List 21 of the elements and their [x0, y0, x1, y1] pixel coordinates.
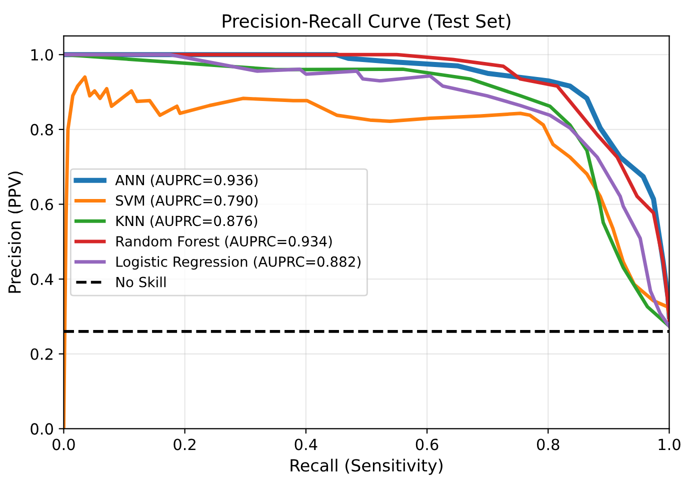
legend-label: No Skill [116, 276, 166, 288]
x-tick-label: 0.6 [416, 438, 438, 450]
legend-label: Random Forest (AUPRC=0.934) [116, 236, 332, 248]
legend-label: Logistic Regression (AUPRC=0.882) [116, 256, 360, 270]
legend-label: ANN (AUPRC=0.936) [115, 174, 258, 188]
x-tick-label: 1.0 [658, 438, 680, 450]
y-axis-title: Precision (PPV) [8, 172, 23, 293]
x-axis-title: Recall (Sensitivity) [290, 458, 442, 475]
legend-label: SVM (AUPRC=0.790) [116, 195, 258, 208]
y-tick-label: 0.2 [30, 348, 52, 360]
y-tick-label: 0.8 [30, 124, 53, 136]
chart-title: Precision-Recall Curve (Test Set) [222, 14, 510, 30]
x-tick-label: 0.0 [52, 438, 75, 450]
x-tick-label: 0.8 [536, 438, 560, 450]
legend-label: KNN (AUPRC=0.876) [116, 215, 258, 228]
y-tick-label: 1.0 [31, 49, 53, 61]
x-tick-label: 0.2 [174, 438, 196, 450]
y-tick-label: 0.6 [30, 198, 54, 210]
y-tick-label: 0.4 [30, 274, 54, 286]
y-tick-label: 0.0 [30, 423, 53, 435]
x-tick-label: 0.4 [294, 438, 318, 450]
